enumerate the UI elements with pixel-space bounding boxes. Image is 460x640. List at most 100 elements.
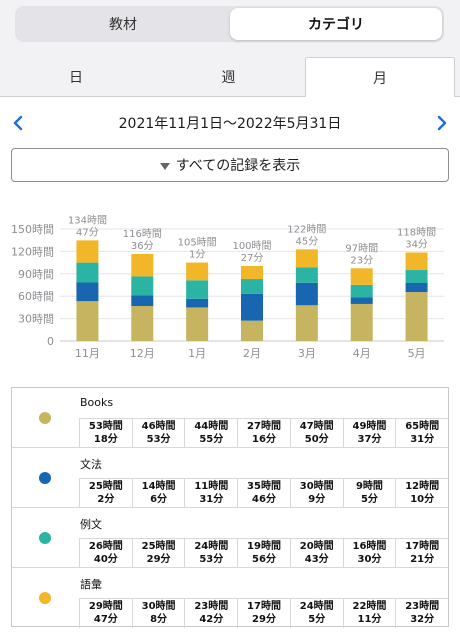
cell-minutes: 56分: [252, 554, 276, 565]
bar-segment-2: [350, 284, 373, 298]
cell-hours: 65時間: [405, 421, 440, 432]
cell-hours: 24時間: [194, 541, 229, 552]
bar-segment-3: [295, 249, 318, 268]
total-label-hours: 97時間: [345, 242, 378, 254]
y-tick-label: 60時間: [18, 290, 54, 303]
total-label-minutes: 23分: [350, 254, 373, 266]
cell-hours: 47時間: [299, 421, 334, 432]
cell-hours: 9時間: [355, 481, 383, 492]
cell-minutes: 42分: [199, 614, 224, 625]
legend-value-cell: 17時間 29分: [237, 599, 290, 628]
cell-hours: 11時間: [194, 481, 229, 492]
cell-hours: 35時間: [247, 481, 281, 492]
cell-hours: 16時間: [352, 541, 387, 552]
cell-minutes: 30分: [357, 554, 382, 565]
bar-segment-1: [241, 293, 263, 321]
cell-hours: 19時間: [247, 541, 281, 552]
bar-segment-1: [186, 298, 209, 308]
total-label-minutes: 34分: [405, 238, 428, 250]
bar-segment-2: [405, 270, 428, 283]
x-tick-label: 4月: [353, 347, 371, 360]
cell-hours: 25時間: [88, 481, 123, 492]
total-label-hours: 134時間: [68, 214, 107, 226]
total-label-minutes: 27分: [241, 252, 264, 264]
legend-value-cell: 29時間 47分: [79, 599, 132, 628]
legend-value-cell: 25時間 29分: [131, 539, 185, 568]
legend-row: 例文 26時間 40分 25時間 29分 24時間 53分 19時間 56分 20時間 43分 16時…: [12, 508, 448, 568]
legend-value-cell: 23時間 32分: [395, 599, 448, 628]
legend-value-cell: 23時間 42分: [184, 599, 237, 628]
segment-materials[interactable]: 教材: [109, 17, 137, 33]
show-all-records-button[interactable]: すべての記録を表示: [11, 148, 449, 182]
segment-category[interactable]: カテゴリ: [230, 8, 442, 40]
legend-row: 文法 25時間 2分 14時間 6分 11時間 31分 35時間 46分 30時間 9分 9時間 5分 1…: [12, 448, 448, 508]
show-all-records-label: すべての記録を表示: [175, 158, 301, 174]
cell-minutes: 16分: [252, 434, 276, 445]
total-label-hours: 122時間: [287, 223, 326, 235]
triangle-down-icon: [159, 162, 170, 170]
legend-value-cell: 27時間 16分: [237, 419, 290, 448]
legend-category-name: Books: [80, 396, 114, 409]
cell-minutes: 46分: [252, 494, 276, 505]
cell-minutes: 47分: [93, 614, 118, 625]
cell-minutes: 29分: [146, 554, 171, 565]
cell-minutes: 37分: [357, 434, 382, 445]
x-tick-label: 12月: [130, 347, 155, 360]
main-content: 2021年11月1日～2022年5月31日 すべての記録を表示 0 30時間 60時…: [0, 97, 460, 640]
tab-week[interactable]: 週: [221, 70, 236, 86]
legend-value-cell: 30時間 9分: [289, 479, 343, 508]
cell-minutes: 53分: [199, 554, 224, 565]
cell-hours: 53時間: [88, 421, 123, 432]
cell-minutes: 18分: [93, 434, 118, 445]
chevron-right-icon[interactable]: [428, 109, 456, 137]
legend-value-cell: 53時間 18分: [79, 419, 132, 448]
tab-day[interactable]: 日: [69, 70, 83, 86]
bar-segment-0: [405, 292, 428, 341]
legend-value-cell: 16時間 30分: [342, 539, 396, 568]
cell-hours: 17時間: [405, 541, 440, 552]
legend-color-dot: [39, 412, 51, 424]
legend-value-cell: 46時間 53分: [131, 419, 185, 448]
bar-segment-1: [131, 295, 154, 306]
cell-hours: 20時間: [299, 541, 334, 552]
cell-minutes: 5分: [360, 494, 378, 505]
legend-color-dot: [39, 592, 51, 604]
cell-minutes: 10分: [410, 494, 435, 505]
cell-minutes: 5分: [308, 614, 326, 625]
tab-month[interactable]: 月: [305, 57, 455, 98]
total-label-hours: 116時間: [123, 228, 162, 240]
period-navigator: 2021年11月1日～2022年5月31日: [0, 109, 460, 137]
legend-value-cell: 24時間 53分: [184, 539, 237, 568]
legend-value-cell: 35時間 46分: [237, 479, 290, 508]
cell-minutes: 31分: [199, 494, 224, 505]
cell-minutes: 6分: [150, 494, 168, 505]
legend-value-cell: 19時間 56分: [237, 539, 290, 568]
legend-value-cell: 9時間 5分: [342, 479, 396, 508]
y-tick-label: 0: [47, 335, 54, 348]
bar-segment-3: [131, 253, 154, 277]
legend-value-cell: 25時間 2分: [79, 479, 132, 508]
legend-category-name: 例文: [80, 518, 102, 531]
cell-hours: 27時間: [247, 421, 281, 432]
chevron-left-icon[interactable]: [4, 109, 32, 137]
cell-hours: 25時間: [141, 541, 176, 552]
cell-hours: 23時間: [405, 601, 440, 612]
bar-segment-2: [186, 280, 209, 299]
cell-hours: 14時間: [141, 481, 176, 492]
cell-hours: 49時間: [352, 421, 387, 432]
legend-color-dot: [39, 472, 51, 484]
legend-value-cell: 47時間 50分: [289, 419, 343, 448]
cell-hours: 46時間: [141, 421, 176, 432]
legend-value-cell: 12時間 10分: [395, 479, 448, 508]
cell-hours: 17時間: [247, 601, 281, 612]
cell-minutes: 21分: [410, 554, 435, 565]
legend-row: Books 53時間 18分 46時間 53分 44時間 55分 27時間 16分 47時間 50分…: [12, 388, 448, 448]
cell-hours: 24時間: [299, 601, 334, 612]
bar-segment-0: [131, 305, 154, 341]
legend-value-cell: 30時間 8分: [131, 599, 185, 628]
period-range-text: 2021年11月1日～2022年5月31日: [118, 116, 342, 132]
legend-value-cell: 17時間 21分: [395, 539, 448, 568]
cell-minutes: 43分: [304, 554, 329, 565]
legend-category-name: 語彙: [80, 578, 102, 591]
